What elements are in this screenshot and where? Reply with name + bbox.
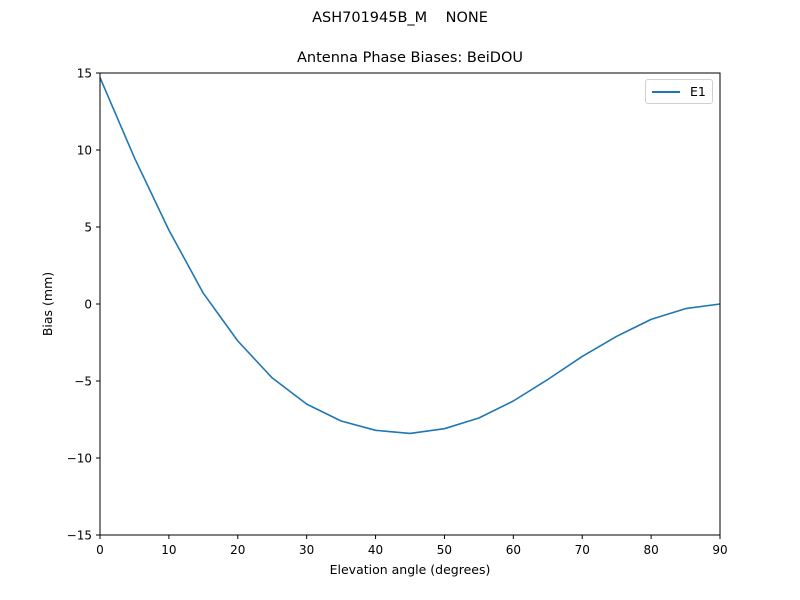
y-tick-label: −10 bbox=[67, 452, 92, 466]
y-axis-label: Bias (mm) bbox=[40, 272, 55, 336]
legend: E1 bbox=[645, 79, 713, 104]
x-tick-label: 0 bbox=[96, 543, 104, 557]
x-axis-label: Elevation angle (degrees) bbox=[330, 562, 491, 577]
x-tick-label: 30 bbox=[299, 543, 314, 557]
legend-label-e1: E1 bbox=[690, 84, 706, 99]
y-tick-label: −5 bbox=[74, 375, 92, 389]
legend-line-icon bbox=[652, 91, 680, 93]
plot-frame bbox=[99, 72, 721, 536]
y-tick-label: 0 bbox=[84, 298, 92, 312]
chart-title: Antenna Phase Biases: BeiDOU bbox=[297, 50, 523, 66]
y-tick-label: 15 bbox=[77, 67, 92, 81]
x-tick-label: 60 bbox=[506, 543, 521, 557]
y-tick-label: 5 bbox=[84, 221, 92, 235]
series-line-e1 bbox=[99, 77, 721, 435]
y-tick-label: −15 bbox=[67, 529, 92, 543]
x-tick-label: 20 bbox=[230, 543, 245, 557]
x-tick-label: 10 bbox=[161, 543, 176, 557]
x-tick-label: 40 bbox=[368, 543, 383, 557]
figure-suptitle: ASH701945B_M NONE bbox=[312, 10, 488, 26]
y-tick-label: 10 bbox=[77, 144, 92, 158]
axis-ticks: 0 10 20 30 40 50 60 70 80 90 −15 −10 −5 0 5 10 15 bbox=[67, 67, 728, 558]
x-tick-label: 50 bbox=[437, 543, 452, 557]
x-tick-label: 70 bbox=[575, 543, 590, 557]
x-tick-label: 80 bbox=[643, 543, 658, 557]
x-tick-label: 90 bbox=[712, 543, 727, 557]
